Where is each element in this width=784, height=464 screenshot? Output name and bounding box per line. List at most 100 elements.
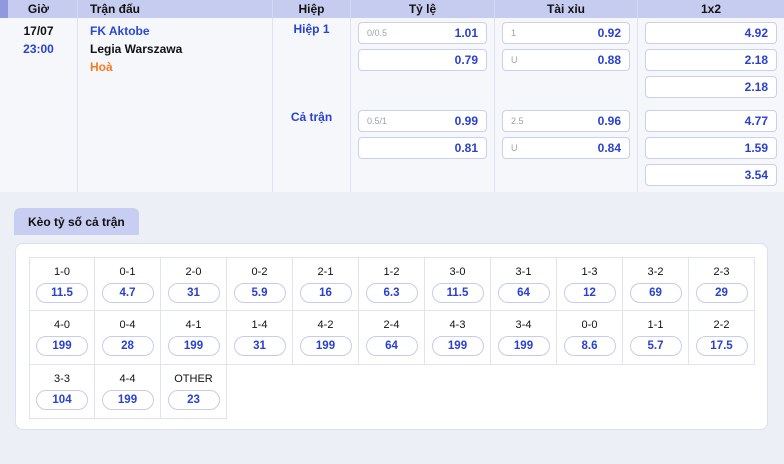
odds-value: 2.18 (744, 80, 768, 94)
score-odds-button[interactable]: 199 (299, 336, 352, 356)
score-odds-button[interactable]: 23 (167, 390, 220, 410)
odds-box[interactable]: 0.79 (358, 49, 487, 71)
match-row: 17/07 23:00 FK Aktobe Legia Warszawa Hoà… (0, 18, 784, 192)
odds-value: 0.92 (597, 26, 621, 40)
score-odds-button[interactable]: 199 (431, 336, 484, 356)
correct-score-grid: 1-0 11.5 0-1 4.7 2-0 31 0-2 5.9 2-1 16 1-2 6.3 3-0 11… (29, 257, 767, 419)
period-label: Cả trận (290, 110, 333, 124)
score-odds-button[interactable]: 16 (299, 283, 352, 303)
score-odds-button[interactable]: 5.9 (233, 283, 286, 303)
correct-score-panel: 1-0 11.5 0-1 4.7 2-0 31 0-2 5.9 2-1 16 1-2 6.3 3-0 11… (15, 243, 768, 430)
score-cell: 3-4 199 (491, 311, 557, 365)
score-label: 4-2 (317, 319, 334, 331)
away-team-name: Legia Warszawa (90, 42, 183, 56)
odds-box[interactable]: U 0.88 (502, 49, 630, 71)
odds-box[interactable]: U 0.84 (502, 137, 630, 159)
score-odds-button[interactable]: 199 (36, 336, 88, 356)
score-odds-button[interactable]: 12 (563, 283, 616, 303)
score-label: 4-0 (54, 319, 70, 331)
score-odds-button[interactable]: 28 (101, 336, 154, 356)
score-odds-button[interactable]: 17.5 (695, 336, 748, 356)
score-label: 0-0 (581, 319, 598, 331)
one-x-two-cell: 4.92 2.18 2.18 4.77 1.59 3.54 (638, 18, 784, 192)
rate-odds-group: 0/0.5 1.01 0.79 (358, 22, 487, 76)
odds-box[interactable]: 1 0.92 (502, 22, 630, 44)
odds-handicap-label: U (511, 55, 518, 65)
one-x-two-odds-group: 4.77 1.59 3.54 (645, 110, 777, 191)
score-cell: 2-1 16 (293, 257, 359, 311)
score-cell: OTHER 23 (161, 365, 227, 419)
odds-handicap-label: 0.5/1 (367, 116, 388, 126)
tab-correct-score[interactable]: Kèo tỷ số cả trận (14, 208, 139, 235)
odds-handicap-label: 2.5 (511, 116, 524, 126)
score-cell: 2-2 17.5 (689, 311, 755, 365)
odds-table: Giờ Trận đấu Hiệp Tỷ lệ Tài xỉu 1x2 17/0… (0, 0, 784, 192)
odds-value: 1.59 (744, 141, 768, 155)
score-label: 2-3 (713, 266, 730, 278)
odds-handicap-label: 1 (511, 28, 517, 38)
score-cell: 2-3 29 (689, 257, 755, 311)
score-odds-button[interactable]: 4.7 (101, 283, 154, 303)
score-label: 4-4 (119, 373, 136, 385)
score-odds-button[interactable]: 199 (497, 336, 550, 356)
score-odds-button[interactable]: 31 (167, 283, 220, 303)
odds-value: 0.96 (597, 114, 621, 128)
header-accent-bar (0, 0, 8, 18)
score-cell: 1-2 6.3 (359, 257, 425, 311)
odds-box[interactable]: 3.54 (645, 164, 777, 186)
score-odds-button[interactable]: 199 (101, 390, 154, 410)
over-under-cell: 1 0.92 U 0.88 2.5 0.96 U 0.84 (495, 18, 638, 192)
score-odds-button[interactable]: 5.7 (629, 336, 682, 356)
home-team-link[interactable]: FK Aktobe (90, 24, 150, 38)
odds-value: 0.79 (454, 53, 478, 67)
score-cell: 3-0 11.5 (425, 257, 491, 311)
score-label: 1-2 (383, 266, 400, 278)
odds-value: 0.99 (454, 114, 478, 128)
odds-value: 3.54 (744, 168, 768, 182)
odds-box[interactable]: 4.92 (645, 22, 777, 44)
odds-box[interactable]: 0/0.5 1.01 (358, 22, 487, 44)
odds-box[interactable]: 2.18 (645, 76, 777, 98)
score-cell: 4-1 199 (161, 311, 227, 365)
odds-value: 4.92 (744, 26, 768, 40)
col-header-half: Hiệp (273, 0, 351, 18)
score-cell: 3-1 64 (491, 257, 557, 311)
score-label: 3-2 (647, 266, 664, 278)
score-label: 2-0 (185, 266, 202, 278)
score-label: 0-4 (119, 319, 136, 331)
odds-box[interactable]: 2.5 0.96 (502, 110, 630, 132)
score-label: 2-2 (713, 319, 730, 331)
score-grid-row: 4-0 199 0-4 28 4-1 199 1-4 31 4-2 199 2-4 64 4-3 199 3… (29, 311, 767, 365)
score-label: 0-1 (119, 266, 136, 278)
odds-box[interactable]: 0.5/1 0.99 (358, 110, 487, 132)
score-odds-button[interactable]: 199 (167, 336, 220, 356)
score-cell: 1-0 11.5 (29, 257, 95, 311)
score-odds-button[interactable]: 31 (233, 336, 286, 356)
odds-box[interactable]: 4.77 (645, 110, 777, 132)
match-time-cell: 17/07 23:00 (0, 18, 78, 192)
col-header-over-under: Tài xỉu (495, 0, 638, 18)
score-odds-button[interactable]: 29 (695, 283, 748, 303)
score-odds-button[interactable]: 64 (497, 283, 550, 303)
odds-box[interactable]: 1.59 (645, 137, 777, 159)
score-odds-button[interactable]: 11.5 (36, 283, 88, 303)
odds-table-header: Giờ Trận đấu Hiệp Tỷ lệ Tài xỉu 1x2 (0, 0, 784, 18)
score-odds-button[interactable]: 104 (36, 390, 88, 410)
odds-box[interactable]: 0.81 (358, 137, 487, 159)
score-cell: 0-4 28 (95, 311, 161, 365)
match-date: 17/07 (23, 24, 54, 38)
score-odds-button[interactable]: 64 (365, 336, 418, 356)
score-cell: 0-1 4.7 (95, 257, 161, 311)
col-header-1x2: 1x2 (700, 2, 722, 16)
score-label: 0-2 (251, 266, 268, 278)
score-odds-button[interactable]: 69 (629, 283, 682, 303)
odds-handicap-label: 0/0.5 (367, 28, 388, 38)
odds-box[interactable]: 2.18 (645, 49, 777, 71)
score-odds-button[interactable]: 11.5 (431, 283, 484, 303)
score-odds-button[interactable]: 6.3 (365, 283, 418, 303)
score-odds-button[interactable]: 8.6 (563, 336, 616, 356)
score-cell: 3-3 104 (29, 365, 95, 419)
col-header-match: Trận đấu (78, 0, 273, 18)
match-result: Hoà (90, 60, 113, 74)
